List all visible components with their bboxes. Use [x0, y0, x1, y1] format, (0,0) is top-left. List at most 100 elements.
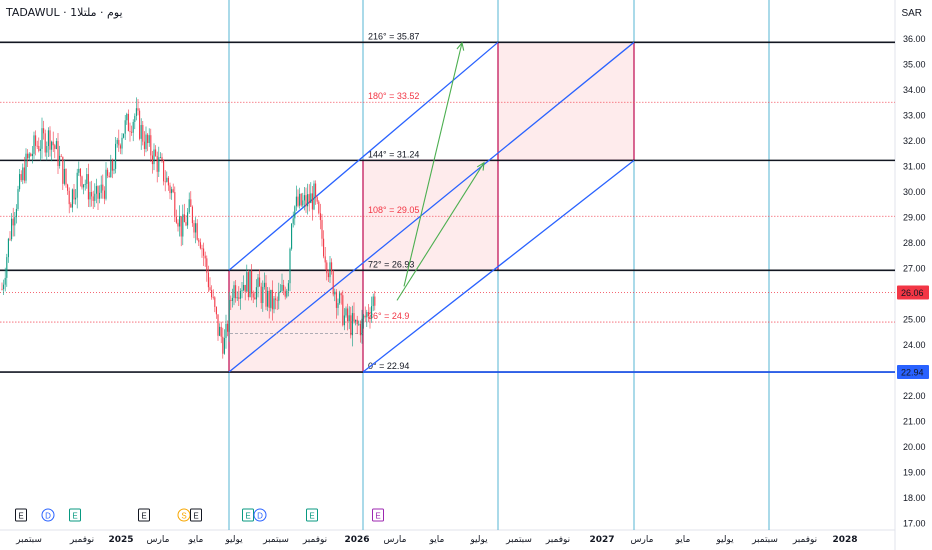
candle-body-138 — [222, 336, 224, 354]
candle-body-128 — [206, 258, 208, 273]
candle-body-153 — [246, 272, 248, 292]
symbol-title[interactable]: TADAWUL · 1يوم · ملتلا — [6, 6, 123, 19]
candle-body-214 — [343, 315, 345, 326]
candle-body-58 — [94, 193, 96, 201]
candle-body-99 — [159, 157, 161, 158]
candle-body-70 — [113, 168, 115, 171]
event-badge-shape-7 — [253, 508, 267, 522]
candle-body-181 — [291, 223, 293, 249]
candle-body-163 — [262, 287, 264, 304]
candle-body-21 — [35, 135, 37, 146]
candle-body-175 — [281, 284, 283, 291]
candle-body-161 — [259, 277, 261, 287]
candle-body-54 — [87, 174, 89, 200]
projection-arrowhead-0 — [476, 161, 485, 171]
candle-body-187 — [300, 193, 302, 206]
candle-body-186 — [299, 193, 301, 206]
x-tick-13: نوفمبر — [545, 535, 570, 545]
event-badge-letter-8: E — [309, 512, 314, 521]
candle-body-137 — [220, 326, 222, 337]
channel-line-1 — [228, 41, 635, 373]
candle-body-180 — [289, 248, 291, 284]
candle-body-141 — [227, 323, 229, 332]
candle-body-46 — [75, 197, 77, 200]
candle-body-228 — [366, 312, 368, 318]
candle-body-172 — [276, 299, 278, 301]
candle-body-4 — [7, 238, 9, 258]
candle-body-11 — [19, 174, 21, 190]
candle-body-107 — [172, 189, 174, 193]
candle-body-5 — [9, 238, 11, 240]
candle-body-183 — [294, 206, 296, 219]
candle-body-65 — [105, 169, 107, 199]
candle-body-130 — [209, 287, 211, 291]
candle-body-39 — [63, 168, 65, 184]
current-price-tag-bg — [897, 285, 929, 300]
candle-body-88 — [142, 125, 144, 142]
candle-body-217 — [348, 315, 350, 322]
candle-body-2 — [4, 277, 6, 285]
candle-body-49 — [79, 168, 81, 177]
candle-body-142 — [228, 299, 230, 332]
y-tick-7: 29.00 — [903, 213, 926, 223]
candle-body-199 — [319, 213, 321, 221]
candle-body-104 — [167, 177, 169, 186]
candle-body-190 — [305, 195, 307, 207]
candle-body-231 — [371, 306, 373, 318]
candle-body-207 — [332, 271, 334, 295]
candle-body-221 — [355, 319, 357, 322]
candle-body-89 — [143, 141, 145, 150]
candle-body-22 — [36, 145, 38, 147]
candle-body-71 — [115, 143, 117, 169]
candle-body-6 — [11, 218, 13, 240]
y-tick-15: 21.00 — [903, 417, 926, 427]
y-tick-1: 35.00 — [903, 60, 926, 70]
candle-body-13 — [22, 167, 24, 181]
candle-body-120 — [193, 223, 195, 233]
candle-body-114 — [183, 214, 185, 223]
candle-body-91 — [147, 134, 149, 144]
candle-body-77 — [124, 120, 126, 134]
candle-body-158 — [254, 297, 256, 300]
candle-body-51 — [83, 184, 85, 188]
current-price-tag-text: 26.06 — [901, 288, 924, 298]
candle-body-188 — [302, 200, 304, 206]
candle-body-169 — [271, 289, 273, 310]
candle-body-78 — [126, 113, 128, 121]
x-tick-1: نوفمبر — [69, 535, 94, 545]
candle-body-110 — [177, 222, 179, 227]
candle-body-84 — [135, 108, 137, 116]
candle-body-133 — [214, 297, 216, 307]
candle-body-154 — [247, 272, 249, 298]
candle-body-189 — [303, 195, 305, 201]
candle-body-159 — [255, 287, 257, 300]
candle-body-173 — [278, 292, 280, 301]
candle-body-0 — [1, 288, 3, 290]
candle-body-9 — [15, 208, 17, 218]
y-tick-8: 28.00 — [903, 238, 926, 248]
x-tick-19: نوفمبر — [792, 535, 817, 545]
candle-body-80 — [129, 131, 131, 132]
candle-body-150 — [241, 290, 243, 292]
candle-body-100 — [161, 157, 163, 160]
candle-body-59 — [95, 186, 97, 194]
candle-body-223 — [358, 323, 360, 325]
candle-body-174 — [279, 290, 281, 293]
event-badge-letter-2: E — [72, 512, 77, 521]
candle-body-111 — [179, 216, 181, 227]
candle-body-194 — [311, 193, 313, 210]
candle-body-224 — [359, 323, 361, 336]
candle-body-90 — [145, 134, 147, 150]
event-badge-shape-1 — [41, 508, 55, 522]
candle-body-168 — [270, 289, 272, 308]
candle-body-123 — [198, 239, 200, 243]
candle-body-76 — [123, 133, 125, 138]
candle-body-201 — [323, 238, 325, 257]
candle-body-40 — [65, 168, 67, 185]
event-badge-letter-4: S — [181, 512, 186, 521]
base-price-tag-bg — [897, 365, 929, 380]
candle-body-102 — [164, 181, 166, 183]
x-tick-16: مايو — [675, 535, 691, 545]
y-tick-18: 18.00 — [903, 493, 926, 503]
